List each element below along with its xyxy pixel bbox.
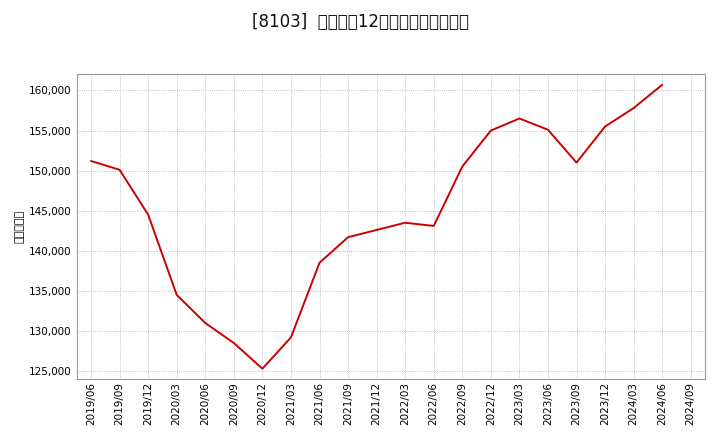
Text: [8103]  売上高の12か月移動合計の推移: [8103] 売上高の12か月移動合計の推移 <box>251 13 469 31</box>
Y-axis label: （百万円）: （百万円） <box>15 210 25 243</box>
